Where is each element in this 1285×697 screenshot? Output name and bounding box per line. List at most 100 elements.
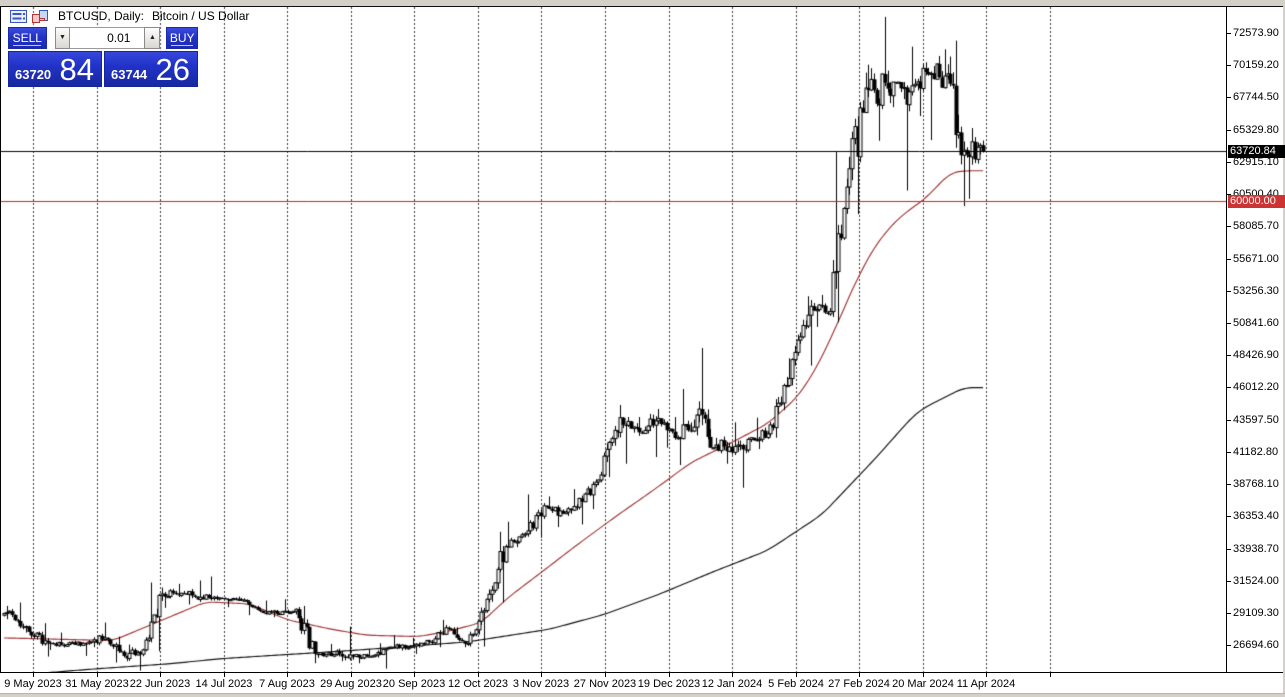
price-axis-label: 62915.10: [1233, 156, 1279, 168]
window-top-edge: [0, 0, 1285, 7]
buy-price-fraction: 26: [155, 52, 190, 87]
time-axis-label: 5 Feb 2024: [768, 678, 824, 690]
price-axis-label: 33938.70: [1233, 543, 1279, 555]
price-axis-label: 29109.30: [1233, 607, 1279, 619]
time-axis-tick: [859, 673, 860, 677]
price-axis-tick: [1226, 162, 1231, 163]
time-axis-tick: [923, 673, 924, 677]
bid-price-badge: 63720.84: [1228, 145, 1285, 158]
price-axis-tick: [1226, 130, 1231, 131]
time-axis-label: 19 Dec 2023: [637, 678, 701, 690]
price-axis-label: 38768.10: [1233, 478, 1279, 490]
price-axis-tick: [1226, 387, 1231, 388]
price-axis-tick: [1226, 259, 1231, 260]
buy-price-button[interactable]: 63744 26: [104, 51, 198, 87]
time-axis-tick: [97, 673, 98, 677]
volume-increase-button[interactable]: ▲: [144, 27, 161, 49]
price-axis-label: 65329.80: [1233, 124, 1279, 136]
price-axis-tick: [1226, 420, 1231, 421]
price-axis-tick: [1226, 323, 1231, 324]
price-axis-label: 48426.90: [1233, 349, 1279, 361]
time-axis-label: 14 Jul 2023: [195, 678, 253, 690]
time-axis-tick: [224, 673, 225, 677]
chart-canvas[interactable]: [1, 7, 1226, 672]
price-axis-tick: [1226, 291, 1231, 292]
price-axis-tick: [1226, 226, 1231, 227]
time-axis-label: 27 Nov 2023: [573, 678, 637, 690]
price-axis-tick: [1226, 65, 1231, 66]
time-axis-tick: [732, 673, 733, 677]
price-axis-tick: [1226, 355, 1231, 356]
time-axis[interactable]: 9 May 2023 31 May 2023 22 Jun 2023 14 Jul 2…: [0, 672, 1285, 693]
price-axis-label: 53256.30: [1233, 285, 1279, 297]
symbol-title: BTCUSD, Daily:: [58, 9, 145, 23]
time-axis-label: 31 May 2023: [65, 678, 129, 690]
time-axis-tick: [287, 673, 288, 677]
time-axis-label: 11 Apr 2024: [956, 678, 1016, 690]
price-axis-label: 67744.50: [1233, 91, 1279, 103]
price-axis-label: 58085.70: [1233, 220, 1279, 232]
caret-down-icon: ▼: [59, 34, 66, 41]
time-axis-label: 20 Mar 2024: [892, 678, 954, 690]
time-axis-tick: [414, 673, 415, 677]
trade-panel-prices: 63720 84 63744 26: [8, 51, 198, 87]
price-axis-label: 70159.20: [1233, 59, 1279, 71]
time-axis-label: 7 Aug 2023: [259, 678, 315, 690]
time-axis-tick: [33, 673, 34, 677]
time-axis-label: 12 Oct 2023: [448, 678, 508, 690]
time-axis-tick: [351, 673, 352, 677]
time-axis-label: 29 Aug 2023: [320, 678, 382, 690]
chart-border-bottom: [0, 672, 1283, 673]
level-price-badge: 60000.00: [1228, 195, 1285, 208]
caret-up-icon: ▲: [148, 34, 156, 41]
time-axis-tick: [160, 673, 161, 677]
sell-button[interactable]: SELL: [8, 27, 47, 49]
chart-title-row: BTCUSD, Daily: Bitcoin / US Dollar: [10, 8, 249, 24]
time-axis-tick: [605, 673, 606, 677]
window-bottom-edge: [0, 693, 1285, 697]
time-axis-label: 12 Jan 2024: [701, 678, 763, 690]
time-axis-label: 9 May 2023: [4, 678, 62, 690]
sell-price-fraction: 84: [59, 52, 94, 87]
price-axis-separator: [1226, 7, 1227, 672]
price-axis-label: 31524.00: [1233, 575, 1279, 587]
price-axis-tick: [1226, 33, 1231, 34]
price-axis-tick: [1226, 581, 1231, 582]
time-axis-label: 27 Feb 2024: [828, 678, 890, 690]
time-axis-label: 3 Nov 2023: [512, 678, 570, 690]
price-axis-tick: [1226, 484, 1231, 485]
price-axis-label: 26694.60: [1233, 639, 1279, 651]
price-axis-tick: [1226, 645, 1231, 646]
time-axis-tick: [796, 673, 797, 677]
buy-price-main: 63744: [111, 67, 148, 82]
buy-button[interactable]: BUY: [166, 27, 198, 49]
symbol-description: Bitcoin / US Dollar: [152, 9, 250, 23]
sell-price-button[interactable]: 63720 84: [8, 51, 102, 87]
price-axis-label: 72573.90: [1233, 27, 1279, 39]
price-axis-label: 36353.40: [1233, 510, 1279, 522]
price-axis[interactable]: 72573.90 70159.20 67744.50 65329.80 62915.10…: [1226, 7, 1285, 672]
time-axis-tick: [478, 673, 479, 677]
price-axis-tick: [1226, 516, 1231, 517]
price-axis-label: 41182.80: [1233, 446, 1279, 458]
trade-panel-controls: SELL ▼ ▲ BUY: [8, 27, 198, 49]
price-axis-label: 43597.50: [1233, 414, 1279, 426]
price-axis-tick: [1226, 97, 1231, 98]
price-axis-tick: [1226, 613, 1231, 614]
volume-input[interactable]: [70, 27, 145, 49]
time-axis-tick: [541, 673, 542, 677]
time-axis-label: 22 Jun 2023: [129, 678, 191, 690]
watchlist-icon: [10, 9, 27, 23]
price-axis-label: 46012.20: [1233, 381, 1279, 393]
price-axis-tick: [1226, 549, 1231, 550]
one-click-trading-panel: SELL ▼ ▲ BUY 63720 84 63744 26: [8, 27, 198, 87]
volume-decrease-button[interactable]: ▼: [54, 27, 71, 49]
chart-icon: [31, 9, 48, 23]
time-axis-tick: [986, 673, 987, 677]
time-axis-label: 20 Sep 2023: [382, 678, 446, 690]
time-axis-tick: [669, 673, 670, 677]
price-axis-label: 50841.60: [1233, 317, 1279, 329]
sell-price-main: 63720: [15, 67, 52, 82]
chart-border-left: [0, 7, 1, 672]
